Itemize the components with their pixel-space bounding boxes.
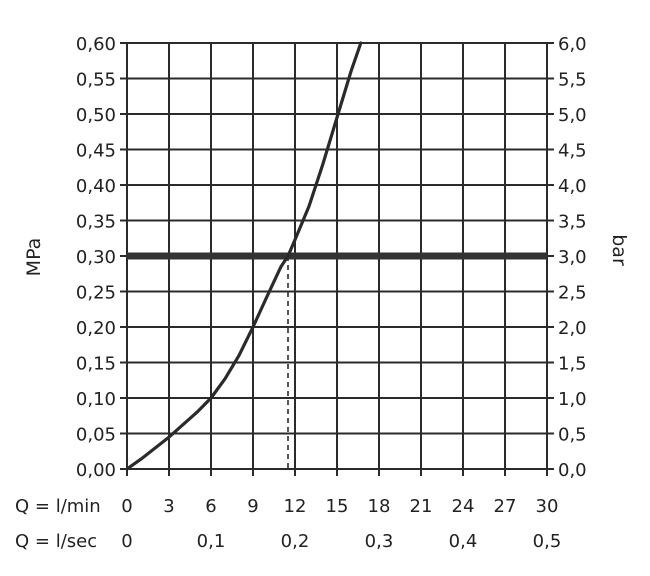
y-axis-title-left: MPa xyxy=(23,238,45,277)
x-tick-label-lmin: 18 xyxy=(368,496,391,517)
y-tick-label-right: 0,0 xyxy=(558,460,587,481)
y-tick-label-left: 0,05 xyxy=(76,425,116,446)
y-tick-label-right: 2,5 xyxy=(558,283,587,304)
y-tick-label-left: 0,10 xyxy=(76,389,116,410)
y-tick-label-right: 1,5 xyxy=(558,354,587,375)
y-tick-label-left: 0,50 xyxy=(76,105,116,126)
x-tick-label-lmin: 6 xyxy=(205,496,216,517)
y-tick-label-left: 0,55 xyxy=(76,70,116,91)
y-tick-label-left: 0,15 xyxy=(76,354,116,375)
reference-layer xyxy=(127,252,547,469)
x-row-label-lmin: Q = l/min xyxy=(15,496,101,517)
x-row-label-lsec: Q = l/sec xyxy=(15,531,97,552)
x-tick-label-lmin: 9 xyxy=(247,496,258,517)
y-tick-label-right: 6,0 xyxy=(558,34,587,55)
y-tick-label-left: 0,40 xyxy=(76,176,116,197)
x-tick-label-lsec: 0,5 xyxy=(533,531,562,552)
x-tick-label-lmin: 12 xyxy=(284,496,307,517)
y-tick-label-left: 0,30 xyxy=(76,247,116,268)
y-tick-label-left: 0,35 xyxy=(76,212,116,233)
x-tick-label-lsec: 0 xyxy=(121,531,132,552)
y-tick-label-right: 2,0 xyxy=(558,318,587,339)
y-tick-label-left: 0,20 xyxy=(76,318,116,339)
x-tick-label-lmin: 3 xyxy=(163,496,174,517)
x-tick-label-lsec: 0,1 xyxy=(197,531,226,552)
y-tick-label-right: 3,5 xyxy=(558,212,587,233)
y-tick-label-right: 4,5 xyxy=(558,141,587,162)
x-tick-label-lmin: 24 xyxy=(452,496,475,517)
y-tick-label-left: 0,00 xyxy=(76,460,116,481)
y-tick-label-right: 5,0 xyxy=(558,105,587,126)
x-tick-label-lmin: 0 xyxy=(121,496,132,517)
x-tick-label-lmin: 15 xyxy=(326,496,349,517)
x-tick-label-lsec: 0,2 xyxy=(281,531,310,552)
x-tick-label-lmin: 27 xyxy=(494,496,517,517)
y-tick-label-right: 0,5 xyxy=(558,425,587,446)
y-axis-title-right: bar xyxy=(608,234,630,266)
y-tick-label-left: 0,60 xyxy=(76,34,116,55)
y-tick-label-left: 0,25 xyxy=(76,283,116,304)
x-tick-label-lmin: 30 xyxy=(536,496,559,517)
x-tick-label-lsec: 0,4 xyxy=(449,531,478,552)
series-line xyxy=(125,41,363,471)
x-tick-label-lmin: 21 xyxy=(410,496,433,517)
y-tick-label-right: 4,0 xyxy=(558,176,587,197)
series-layer xyxy=(125,41,363,471)
y-tick-label-right: 5,5 xyxy=(558,70,587,91)
y-tick-label-right: 1,0 xyxy=(558,389,587,410)
x-tick-label-lsec: 0,3 xyxy=(365,531,394,552)
y-tick-label-right: 3,0 xyxy=(558,247,587,268)
tick-layer: 0,00 0,00,05 0,50,10 1,00,15 1,50,20 2,00,25 2… xyxy=(76,34,587,552)
y-tick-label-left: 0,45 xyxy=(76,141,116,162)
